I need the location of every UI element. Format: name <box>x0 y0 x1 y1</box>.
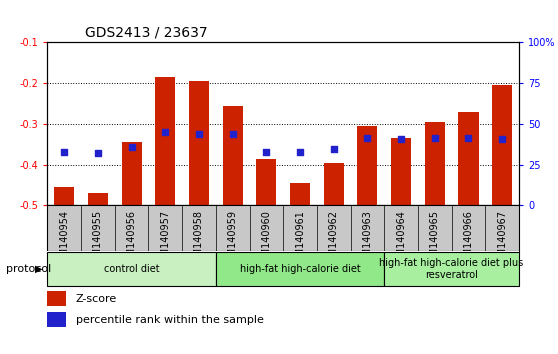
Point <box>397 136 406 141</box>
Point <box>329 146 338 152</box>
Bar <box>256 159 276 205</box>
Text: GDS2413 / 23637: GDS2413 / 23637 <box>85 26 208 40</box>
Point <box>296 149 305 154</box>
Point <box>60 149 69 154</box>
Bar <box>391 138 411 205</box>
Bar <box>47 252 216 286</box>
Text: protocol: protocol <box>6 264 51 274</box>
Bar <box>88 193 108 205</box>
Bar <box>47 291 66 306</box>
Bar <box>216 252 384 286</box>
Text: percentile rank within the sample: percentile rank within the sample <box>76 315 263 325</box>
Text: ▶: ▶ <box>35 264 43 274</box>
Point <box>195 131 204 137</box>
Text: GSM140954: GSM140954 <box>59 210 69 269</box>
Text: GSM140964: GSM140964 <box>396 210 406 269</box>
Text: GSM140966: GSM140966 <box>464 210 473 269</box>
Text: GSM140956: GSM140956 <box>127 210 137 269</box>
Text: high-fat high-calorie diet plus
resveratrol: high-fat high-calorie diet plus resverat… <box>379 258 524 280</box>
Text: control diet: control diet <box>104 264 160 274</box>
Text: high-fat high-calorie diet: high-fat high-calorie diet <box>239 264 360 274</box>
Bar <box>425 122 445 205</box>
Bar <box>384 252 519 286</box>
Point <box>363 135 372 141</box>
Text: GSM140961: GSM140961 <box>295 210 305 269</box>
Bar <box>492 85 512 205</box>
Text: GSM140965: GSM140965 <box>430 210 440 269</box>
Point <box>498 136 507 141</box>
Text: GSM140958: GSM140958 <box>194 210 204 269</box>
Point <box>94 150 103 156</box>
Text: GSM140962: GSM140962 <box>329 210 339 269</box>
Bar <box>458 112 479 205</box>
Bar <box>324 162 344 205</box>
Bar <box>122 142 142 205</box>
Text: GSM140957: GSM140957 <box>160 210 170 269</box>
Text: GSM140955: GSM140955 <box>93 210 103 269</box>
Text: GSM140960: GSM140960 <box>261 210 271 269</box>
Text: GSM140963: GSM140963 <box>362 210 372 269</box>
Bar <box>155 77 175 205</box>
Bar <box>54 187 74 205</box>
Text: Z-score: Z-score <box>76 293 117 304</box>
Point <box>262 149 271 154</box>
Point <box>228 131 237 137</box>
Bar <box>357 126 377 205</box>
Bar <box>47 312 66 327</box>
Point <box>430 135 439 141</box>
Text: GSM140959: GSM140959 <box>228 210 238 269</box>
Point <box>161 129 170 135</box>
Bar <box>223 105 243 205</box>
Point <box>127 144 136 149</box>
Point <box>464 135 473 141</box>
Bar <box>189 81 209 205</box>
Text: GSM140967: GSM140967 <box>497 210 507 269</box>
Bar <box>290 183 310 205</box>
